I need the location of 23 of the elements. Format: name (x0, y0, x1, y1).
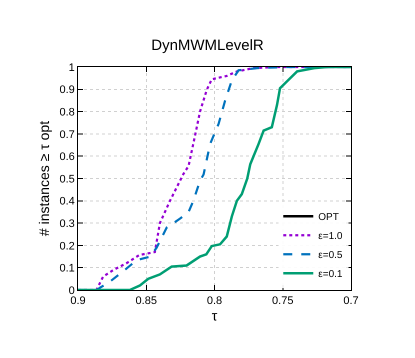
legend-label: ε=1.0 (318, 231, 343, 242)
y-tick-label: 0 (68, 284, 75, 297)
x-tick-label: 0.8 (206, 295, 222, 308)
y-axis-title: # instances ≥ τ opt (36, 120, 52, 236)
x-axis-title: τ (212, 308, 218, 324)
x-tick-label: 0.85 (136, 295, 157, 308)
legend-label: ε=0.1 (318, 269, 343, 280)
line-series (78, 67, 351, 290)
y-tick-label: 0.2 (60, 240, 75, 252)
y-tick-label: 0.8 (60, 106, 75, 118)
y-tick-label: 0.6 (60, 151, 75, 164)
y-tick-label: 0.9 (60, 84, 75, 96)
x-tick-label: 0.75 (272, 295, 294, 308)
x-tick-label: 0.7 (343, 295, 359, 308)
y-tick-label: 1 (68, 62, 75, 74)
y-tick-label: 0.1 (60, 262, 75, 275)
y-tick-label: 0.4 (60, 196, 75, 208)
y-tick-label: 0.5 (60, 173, 75, 186)
legend-label: OPT (318, 212, 339, 224)
chart-title: DynMWMLevelR (151, 37, 264, 54)
y-tick-label: 0.7 (60, 128, 75, 141)
legend-label: ε=0.5 (318, 250, 343, 262)
y-tick-label: 0.3 (60, 218, 75, 230)
